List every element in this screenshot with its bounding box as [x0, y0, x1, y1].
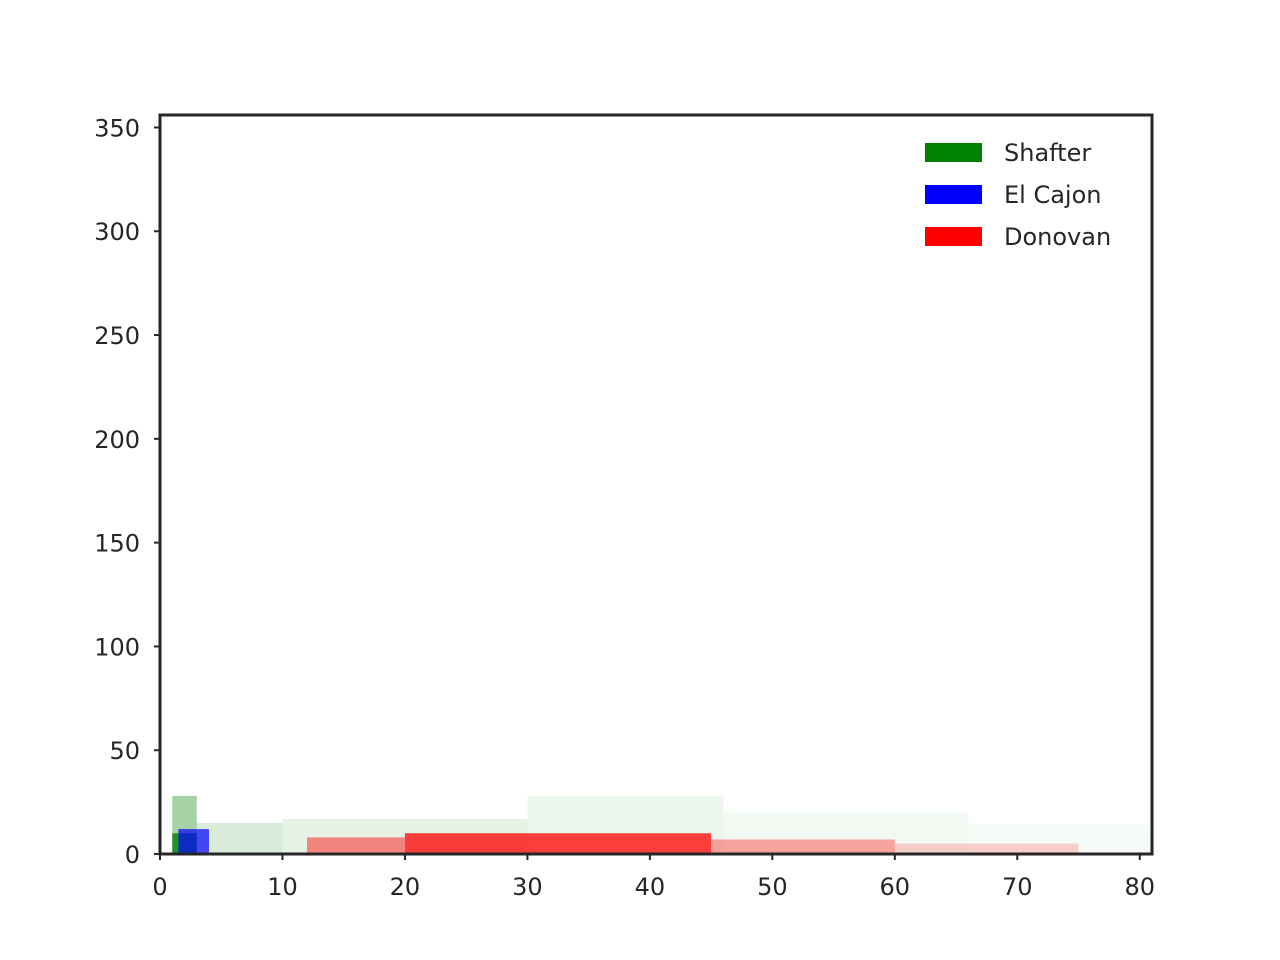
density-cell [723, 812, 969, 854]
plot-area [172, 795, 1079, 854]
legend-label: El Cajon [1004, 181, 1102, 209]
legend-swatch [925, 143, 982, 162]
x-tick-label: 10 [267, 873, 298, 901]
y-tick-label: 350 [94, 114, 140, 142]
density-cell [172, 795, 197, 834]
density-cell [306, 837, 405, 854]
legend-swatch [925, 185, 982, 204]
y-tick-label: 150 [94, 530, 140, 558]
axes-frame [158, 113, 1154, 856]
series-donovan [306, 833, 1079, 854]
legend: Shafter El Cajon Donovan [925, 139, 1111, 251]
x-tick-label: 70 [1002, 873, 1033, 901]
y-tick-label: 0 [125, 841, 140, 869]
legend-swatch [925, 227, 982, 246]
x-tick-label: 0 [152, 873, 167, 901]
y-tick-label: 100 [94, 633, 140, 661]
density-cell [894, 843, 1079, 854]
y-tick-label: 50 [109, 737, 140, 765]
density-cell [178, 829, 209, 854]
x-tick-label: 80 [1124, 873, 1155, 901]
x-tick-label: 40 [635, 873, 666, 901]
y-tick-label: 250 [94, 322, 140, 350]
series-el-cajon [178, 829, 209, 854]
y-tick-label: 300 [94, 218, 140, 246]
x-tick-label: 30 [512, 873, 543, 901]
x-tick-label: 50 [757, 873, 788, 901]
density-cell [404, 833, 712, 854]
density-cell [196, 822, 283, 854]
x-tick-label: 20 [390, 873, 421, 901]
density-cell [711, 839, 895, 854]
x-axis: 0 10 20 30 40 50 60 70 80 [152, 854, 1155, 901]
y-axis: 0 50 100 150 200 250 300 350 [94, 114, 160, 869]
y-tick-label: 200 [94, 426, 140, 454]
legend-label: Donovan [1004, 223, 1111, 251]
legend-label: Shafter [1004, 139, 1091, 167]
x-tick-label: 60 [880, 873, 911, 901]
